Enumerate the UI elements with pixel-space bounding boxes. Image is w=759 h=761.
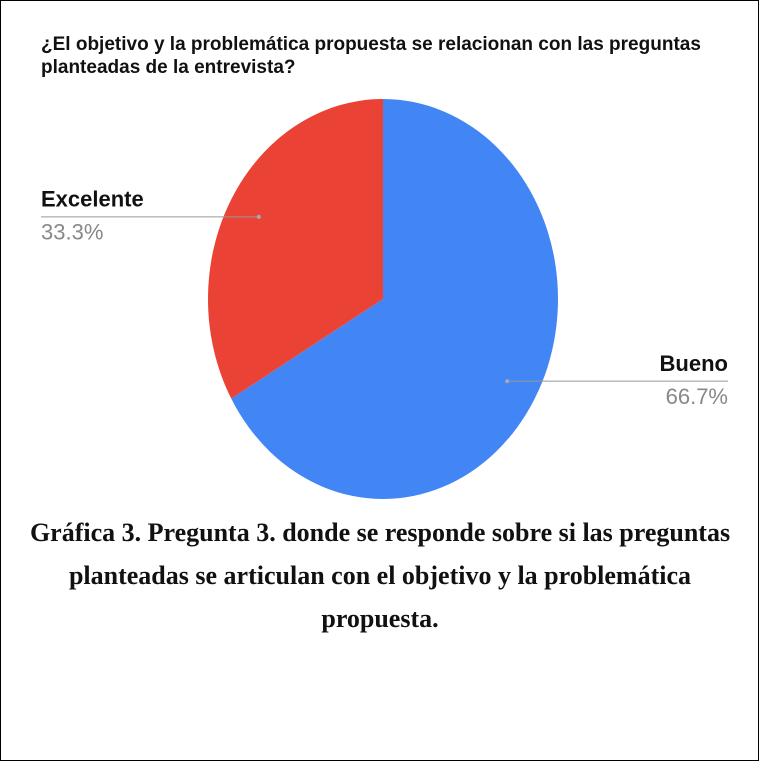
leader-dot bbox=[256, 214, 261, 219]
value-label: 66.7% bbox=[666, 384, 728, 409]
value-label: 33.3% bbox=[41, 220, 103, 245]
category-label: Bueno bbox=[660, 351, 728, 376]
category-label: Excelente bbox=[41, 187, 144, 212]
caption: Gráfica 3. Pregunta 3. donde se responde… bbox=[29, 518, 731, 633]
chart-title: ¿El objetivo y la problemática propuesta… bbox=[41, 34, 701, 78]
pie-slice bbox=[231, 99, 559, 500]
leader-dot bbox=[505, 379, 510, 384]
pie-slice bbox=[208, 99, 383, 399]
